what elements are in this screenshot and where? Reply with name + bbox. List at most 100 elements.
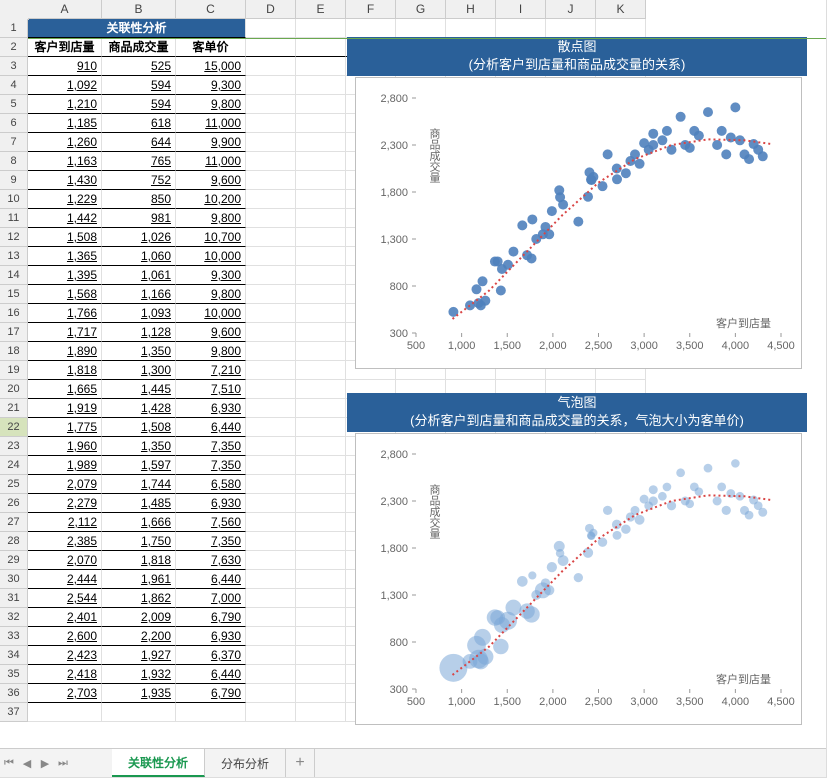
data-cell[interactable]: 2,079	[28, 475, 102, 494]
data-cell[interactable]: 1,166	[102, 285, 176, 304]
row-header-21[interactable]: 21	[0, 399, 28, 418]
cell[interactable]	[246, 38, 296, 57]
row-header-15[interactable]: 15	[0, 285, 28, 304]
cell[interactable]	[296, 684, 346, 703]
cell[interactable]	[296, 532, 346, 551]
data-cell[interactable]: 9,300	[176, 76, 246, 95]
cell[interactable]	[246, 190, 296, 209]
data-cell[interactable]: 1,395	[28, 266, 102, 285]
row-header-31[interactable]: 31	[0, 589, 28, 608]
col-header-C[interactable]: C	[176, 0, 246, 19]
data-cell[interactable]: 9,600	[176, 171, 246, 190]
cell[interactable]	[296, 114, 346, 133]
data-cell[interactable]: 7,630	[176, 551, 246, 570]
cell[interactable]	[296, 95, 346, 114]
cell[interactable]	[246, 665, 296, 684]
row-header-4[interactable]: 4	[0, 76, 28, 95]
row-header-16[interactable]: 16	[0, 304, 28, 323]
cell[interactable]	[296, 456, 346, 475]
cell[interactable]	[246, 76, 296, 95]
data-cell[interactable]: 7,000	[176, 589, 246, 608]
cell[interactable]	[296, 152, 346, 171]
data-cell[interactable]: 6,930	[176, 627, 246, 646]
cell[interactable]	[246, 399, 296, 418]
row-header-32[interactable]: 32	[0, 608, 28, 627]
row-header-28[interactable]: 28	[0, 532, 28, 551]
data-cell[interactable]: 1,935	[102, 684, 176, 703]
data-cell[interactable]: 7,560	[176, 513, 246, 532]
cell[interactable]	[296, 703, 346, 722]
data-cell[interactable]: 2,112	[28, 513, 102, 532]
cell[interactable]	[246, 266, 296, 285]
col-header-H[interactable]: H	[446, 0, 496, 19]
data-cell[interactable]: 1,927	[102, 646, 176, 665]
data-cell[interactable]: 1,060	[102, 247, 176, 266]
cell[interactable]	[296, 209, 346, 228]
row-header-1[interactable]: 1	[0, 19, 28, 38]
col-header-G[interactable]: G	[396, 0, 446, 19]
header-cell[interactable]: 客户到店量	[28, 38, 102, 57]
row-header-18[interactable]: 18	[0, 342, 28, 361]
cell[interactable]	[546, 19, 596, 38]
row-header-2[interactable]: 2	[0, 38, 28, 57]
data-cell[interactable]: 1,163	[28, 152, 102, 171]
data-cell[interactable]: 1,744	[102, 475, 176, 494]
cell[interactable]	[296, 380, 346, 399]
data-cell[interactable]: 2,444	[28, 570, 102, 589]
data-cell[interactable]: 644	[102, 133, 176, 152]
data-cell[interactable]: 10,700	[176, 228, 246, 247]
cell[interactable]	[496, 19, 546, 38]
data-cell[interactable]: 1,989	[28, 456, 102, 475]
cell[interactable]	[246, 209, 296, 228]
cell[interactable]	[296, 247, 346, 266]
cell[interactable]	[246, 57, 296, 76]
data-cell[interactable]: 1,260	[28, 133, 102, 152]
data-cell[interactable]: 1,717	[28, 323, 102, 342]
data-cell[interactable]: 1,597	[102, 456, 176, 475]
data-cell[interactable]: 1,445	[102, 380, 176, 399]
cell[interactable]	[296, 627, 346, 646]
data-cell[interactable]: 6,580	[176, 475, 246, 494]
row-header-7[interactable]: 7	[0, 133, 28, 152]
cell[interactable]	[296, 665, 346, 684]
row-header-13[interactable]: 13	[0, 247, 28, 266]
col-header-J[interactable]: J	[546, 0, 596, 19]
data-cell[interactable]: 9,300	[176, 266, 246, 285]
data-cell[interactable]: 6,930	[176, 494, 246, 513]
cell[interactable]	[246, 171, 296, 190]
cell[interactable]	[28, 703, 102, 722]
col-header-I[interactable]: I	[496, 0, 546, 19]
cell[interactable]	[246, 304, 296, 323]
cell[interactable]	[296, 494, 346, 513]
tab-nav-first[interactable]: ⏮	[0, 749, 18, 777]
data-cell[interactable]: 1,919	[28, 399, 102, 418]
cell[interactable]	[246, 152, 296, 171]
cell[interactable]	[246, 703, 296, 722]
row-header-12[interactable]: 12	[0, 228, 28, 247]
cell[interactable]	[246, 589, 296, 608]
cell[interactable]	[246, 646, 296, 665]
cell[interactable]	[246, 361, 296, 380]
cell[interactable]	[246, 247, 296, 266]
data-cell[interactable]: 2,703	[28, 684, 102, 703]
data-cell[interactable]: 1,229	[28, 190, 102, 209]
cell[interactable]	[296, 57, 346, 76]
cell[interactable]	[296, 418, 346, 437]
tab-correlation[interactable]: 关联性分析	[112, 749, 205, 777]
tab-distribution[interactable]: 分布分析	[205, 749, 286, 777]
row-header-5[interactable]: 5	[0, 95, 28, 114]
cell[interactable]	[296, 475, 346, 494]
col-header-E[interactable]: E	[296, 0, 346, 19]
row-header-19[interactable]: 19	[0, 361, 28, 380]
data-cell[interactable]: 2,279	[28, 494, 102, 513]
data-cell[interactable]: 7,350	[176, 532, 246, 551]
cell[interactable]	[296, 646, 346, 665]
cell[interactable]	[246, 323, 296, 342]
data-cell[interactable]: 6,440	[176, 418, 246, 437]
data-cell[interactable]: 9,800	[176, 285, 246, 304]
data-cell[interactable]: 1,665	[28, 380, 102, 399]
cell[interactable]	[246, 95, 296, 114]
row-header-9[interactable]: 9	[0, 171, 28, 190]
data-cell[interactable]: 1,061	[102, 266, 176, 285]
row-header-27[interactable]: 27	[0, 513, 28, 532]
